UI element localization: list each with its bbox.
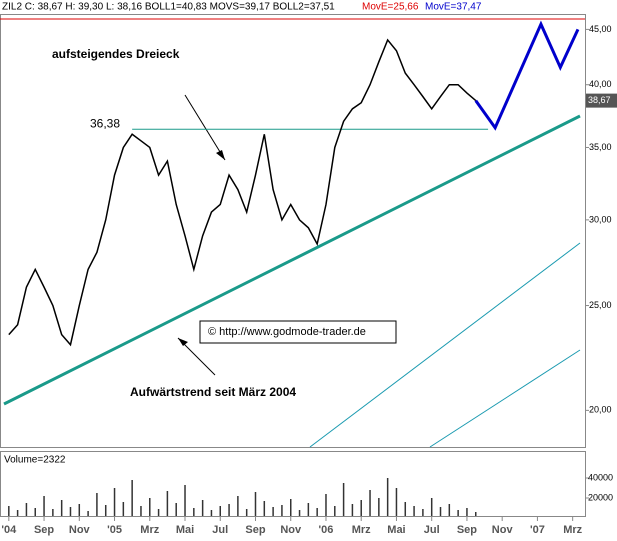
copyright: © http://www.godmode-trader.de [208, 326, 366, 338]
channel-line [429, 349, 581, 448]
channel-line [309, 242, 581, 448]
x-tick-label: Mrz [563, 524, 582, 536]
arrow-head [178, 338, 188, 346]
x-tick-label: '04 [1, 524, 17, 536]
last-value-label: 38,67 [588, 95, 611, 105]
y-tick-label: 40,00 [589, 79, 612, 89]
arrow-head [216, 150, 225, 160]
price-frame [0, 14, 586, 448]
x-tick-label: Nov [280, 524, 302, 536]
y-tick-label: 20,00 [589, 405, 612, 415]
y-tick-label: 30,00 [589, 214, 612, 224]
x-tick-label: Sep [245, 524, 265, 536]
copyright-box [199, 320, 397, 344]
x-tick-label: '05 [107, 524, 122, 536]
annotation: Aufwärtstrend seit März 2004 [130, 385, 296, 399]
x-tick-label: Jul [424, 524, 440, 536]
x-tick-label: Mrz [140, 524, 159, 536]
x-tick-label: Jul [212, 524, 228, 536]
x-tick-label: Sep [34, 524, 54, 536]
x-tick-label: Mai [387, 524, 405, 536]
y-tick-label: 25,00 [589, 300, 612, 310]
header-move: MovE=37,47 [425, 2, 482, 13]
volume-frame [0, 451, 586, 517]
x-tick-label: Nov [492, 524, 514, 536]
x-tick-label: '07 [530, 524, 545, 536]
volume-tick-label: 20000 [588, 492, 613, 502]
y-tick-label: 45,00 [589, 24, 612, 34]
header: ZIL2 C: 38,67 H: 39,30 L: 38,16 BOLL1=40… [2, 2, 335, 13]
x-tick-label: Mai [176, 524, 194, 536]
price-line [8, 38, 477, 347]
header-move: MovE=25,66 [362, 2, 419, 13]
trend-line [3, 114, 581, 406]
x-tick-label: '06 [319, 524, 334, 536]
volume-label: Volume=2322 [4, 455, 66, 466]
last-value-box [586, 93, 617, 108]
y-tick-label: 35,00 [589, 142, 612, 152]
x-tick-label: Mrz [352, 524, 371, 536]
resistance-label: 36,38 [90, 116, 120, 130]
annotation: aufsteigendes Dreieck [52, 47, 180, 61]
volume-tick-label: 40000 [588, 472, 613, 482]
x-tick-label: Nov [69, 524, 91, 536]
x-tick-label: Sep [457, 524, 477, 536]
arrow [184, 94, 226, 161]
projection-line [474, 20, 580, 131]
